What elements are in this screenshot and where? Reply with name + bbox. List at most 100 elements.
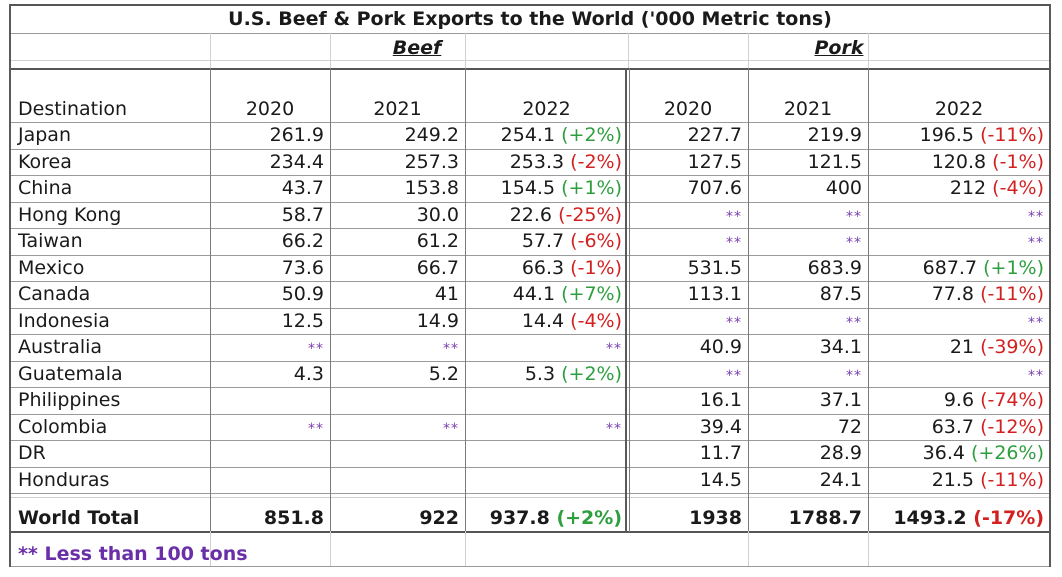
change-increase: (+2%) xyxy=(561,363,622,385)
beef-pork-divider-a xyxy=(625,68,627,532)
cell-value: 24.1 xyxy=(819,469,862,491)
change-decrease: (-2%) xyxy=(570,151,622,173)
table-cell: ** xyxy=(752,202,862,230)
table-cell: 253.3 (-2%) xyxy=(469,149,622,175)
row-rule xyxy=(10,440,1050,441)
row-rule xyxy=(10,334,1050,335)
cell-value: 21.5 xyxy=(931,469,975,491)
cell-value: 11.7 xyxy=(699,442,742,464)
change-decrease: (-1%) xyxy=(992,151,1044,173)
cell-value: 253.3 xyxy=(509,151,565,173)
row-destination: China xyxy=(18,177,73,199)
cell-value: 77.8 xyxy=(931,283,975,305)
table-cell: 113.1 xyxy=(632,281,742,307)
bottom-border xyxy=(10,566,1050,567)
change-decrease: (-25%) xyxy=(558,204,622,226)
table-cell: 73.6 xyxy=(214,255,324,281)
table-cell: ** xyxy=(872,308,1044,336)
change-increase: (+1%) xyxy=(561,177,622,199)
change-decrease: (-12%) xyxy=(980,416,1044,438)
row-destination: Colombia xyxy=(18,416,108,438)
row-rule xyxy=(10,308,1050,309)
row-destination: Hong Kong xyxy=(18,204,122,226)
column-rule xyxy=(748,68,749,532)
cell-value: 127.5 xyxy=(687,151,742,173)
row-destination: Japan xyxy=(18,124,71,146)
cell-value: 113.1 xyxy=(687,283,742,305)
top-border xyxy=(10,4,1050,6)
header-bottom-rule xyxy=(10,122,1050,123)
row-destination: Honduras xyxy=(18,469,110,491)
table-cell: 63.7 (-12%) xyxy=(872,414,1044,440)
less-than-100-marker: ** xyxy=(1028,209,1044,225)
footer-column-rule xyxy=(748,531,749,566)
table-cell: 1788.7 xyxy=(752,505,862,531)
cell-value: 30.0 xyxy=(416,204,459,226)
row-rule xyxy=(10,255,1050,256)
table-cell: 1493.2 (-17%) xyxy=(872,505,1044,531)
spacer-rule xyxy=(10,497,1050,498)
cell-value: 50.9 xyxy=(281,283,324,305)
cell-value: 72 xyxy=(837,416,862,438)
cell-value: 12.5 xyxy=(281,310,324,332)
cell-value: 66.3 xyxy=(521,257,565,279)
row-rule xyxy=(10,202,1050,203)
table-cell: 707.6 xyxy=(632,175,742,201)
footer-column-rule xyxy=(330,531,331,566)
table-cell: 261.9 xyxy=(214,122,324,148)
table-cell: 44.1 (+7%) xyxy=(469,281,622,307)
less-than-100-marker: ** xyxy=(1028,368,1044,384)
cell-value: 66.7 xyxy=(416,257,459,279)
table-cell: ** xyxy=(632,308,742,336)
column-header-year: 2022 xyxy=(522,98,571,120)
column-header-destination: Destination xyxy=(18,98,128,120)
table-cell: 9.6 (-74%) xyxy=(872,387,1044,413)
table-cell: 683.9 xyxy=(752,255,862,281)
cell-value: 73.6 xyxy=(281,257,324,279)
cell-value: 87.5 xyxy=(819,283,862,305)
cell-value: 1938 xyxy=(689,507,742,529)
row-destination: Taiwan xyxy=(18,230,83,252)
less-than-100-marker: ** xyxy=(726,235,742,251)
table-cell: 21 (-39%) xyxy=(872,334,1044,360)
column-rule xyxy=(465,68,466,532)
cell-value: 1493.2 xyxy=(893,507,967,529)
change-decrease: (-74%) xyxy=(980,389,1044,411)
cell-value: 254.1 xyxy=(500,124,556,146)
column-header-year: 2021 xyxy=(373,98,422,120)
table-cell: 28.9 xyxy=(752,440,862,466)
less-than-100-marker: ** xyxy=(443,341,459,357)
row-rule xyxy=(10,467,1050,468)
cell-value: 36.4 xyxy=(922,442,965,464)
column-header-year: 2020 xyxy=(663,98,713,120)
row-destination: Philippines xyxy=(18,389,121,411)
table-cell: 127.5 xyxy=(632,149,742,175)
less-than-100-marker: ** xyxy=(1028,235,1044,251)
change-decrease: (-6%) xyxy=(570,230,622,252)
row-rule xyxy=(10,387,1050,388)
cell-value: 5.2 xyxy=(428,363,459,385)
cell-value: 57.7 xyxy=(521,230,565,252)
cell-value: 5.3 xyxy=(524,363,556,385)
table-cell: 400 xyxy=(752,175,862,201)
column-rule xyxy=(330,68,331,532)
table-cell: 227.7 xyxy=(632,122,742,148)
cell-value: 14.5 xyxy=(699,469,742,491)
table-cell: 21.5 (-11%) xyxy=(872,467,1044,493)
row-destination: Mexico xyxy=(18,257,85,279)
row-destination: DR xyxy=(18,442,46,464)
cell-value: 41 xyxy=(434,283,459,305)
cell-value: 154.5 xyxy=(500,177,556,199)
cell-value: 28.9 xyxy=(819,442,862,464)
column-header-year: 2020 xyxy=(245,98,295,120)
row-rule xyxy=(10,149,1050,150)
table-cell: 254.1 (+2%) xyxy=(469,122,622,148)
table-cell: 687.7 (+1%) xyxy=(872,255,1044,281)
table-cell: ** xyxy=(469,414,622,442)
change-decrease: (-1%) xyxy=(570,257,622,279)
row-rule xyxy=(10,228,1050,229)
cell-value: 37.1 xyxy=(819,389,862,411)
row-rule xyxy=(10,361,1050,362)
title-rule xyxy=(10,33,1050,34)
cell-value: 922 xyxy=(419,507,459,529)
